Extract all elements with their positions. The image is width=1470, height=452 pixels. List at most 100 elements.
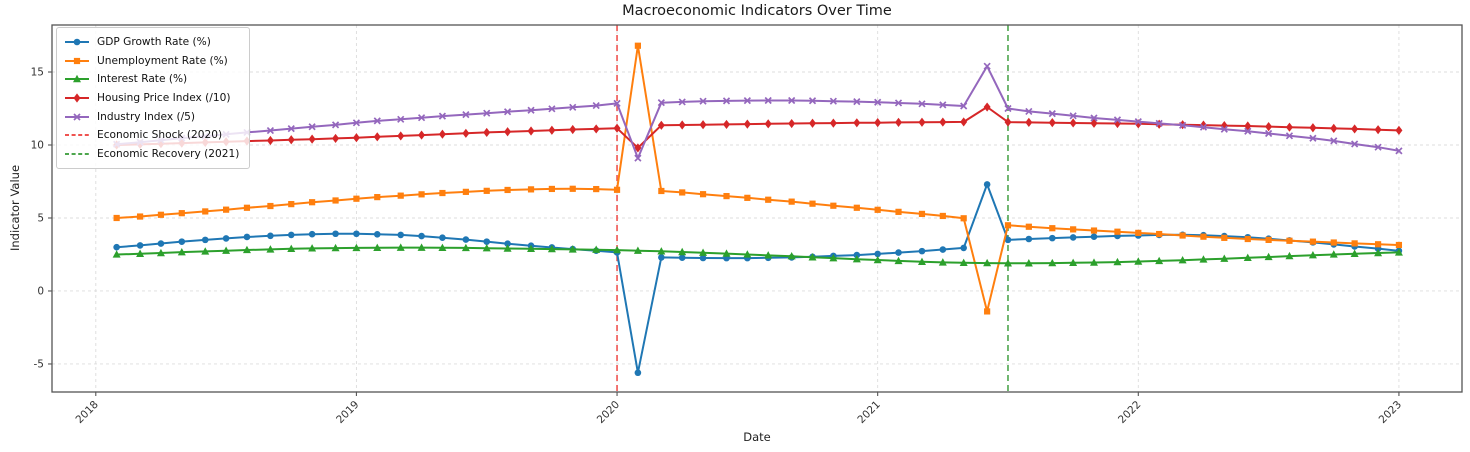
legend-marker <box>73 75 81 83</box>
data-point-marker <box>243 204 251 211</box>
data-point-marker <box>1114 228 1121 235</box>
x-tick-label: 2021 <box>855 399 882 426</box>
data-point-marker <box>1069 112 1077 120</box>
x-tick-label: 2019 <box>334 399 361 426</box>
data-point-marker <box>613 99 621 107</box>
data-point-marker <box>483 127 491 138</box>
legend-item-economic-recovery-2021: Economic Recovery (2021) <box>64 145 239 164</box>
data-point-marker <box>634 369 642 377</box>
series-interest-rate <box>112 243 1403 267</box>
legend-item-label: Economic Shock (2020) <box>97 129 223 142</box>
x-tick-label: 2020 <box>595 399 622 426</box>
data-point-marker <box>374 194 381 201</box>
data-point-marker <box>1090 118 1098 128</box>
legend-item-interest-rate: Interest Rate (%) <box>64 70 239 89</box>
data-point-marker <box>1070 226 1077 233</box>
data-point-marker <box>722 249 731 257</box>
data-point-marker <box>373 243 382 251</box>
data-point-marker <box>788 198 795 205</box>
data-point-marker <box>1113 116 1122 124</box>
data-point-marker <box>678 120 686 130</box>
legend-item-label: Interest Rate (%) <box>97 73 188 86</box>
data-point-marker <box>1179 232 1186 239</box>
data-point-marker <box>287 244 296 252</box>
data-point-marker <box>592 245 601 253</box>
data-point-marker <box>1025 117 1033 127</box>
data-point-marker <box>438 129 446 139</box>
data-point-marker <box>699 97 707 105</box>
data-point-marker <box>984 308 991 315</box>
data-point-marker <box>439 234 446 241</box>
data-point-marker <box>136 242 144 249</box>
data-point-marker <box>1221 234 1228 241</box>
legend-item-economic-shock-2020: Economic Shock (2020) <box>64 126 239 145</box>
data-point-marker <box>397 231 405 239</box>
data-point-marker <box>288 201 295 208</box>
data-point-marker <box>1090 114 1098 122</box>
data-point-marker <box>112 250 121 258</box>
data-point-marker <box>593 185 600 193</box>
data-point-marker <box>722 97 731 105</box>
data-point-marker <box>764 119 772 129</box>
series-line <box>116 183 1400 374</box>
data-point-marker <box>352 119 361 127</box>
data-point-marker <box>983 62 991 70</box>
data-point-marker <box>178 238 186 245</box>
data-point-marker <box>1155 119 1163 127</box>
legend-x-swatch <box>65 113 89 121</box>
data-point-marker <box>1264 252 1273 261</box>
data-point-marker <box>829 118 837 128</box>
data-point-marker <box>353 230 360 238</box>
legend-marker <box>73 113 81 121</box>
data-point-marker <box>853 204 860 211</box>
y-axis-label: Indicator Value <box>8 164 22 252</box>
x-tick-label: 2018 <box>74 399 101 426</box>
x-tick-label: 2022 <box>1116 399 1143 426</box>
data-point-marker <box>1285 122 1293 132</box>
data-point-marker <box>177 247 186 256</box>
data-point-marker <box>960 244 967 252</box>
data-point-marker <box>332 133 340 144</box>
data-point-marker <box>917 257 926 265</box>
data-point-marker <box>418 232 425 240</box>
data-point-marker <box>1090 233 1098 240</box>
data-point-marker <box>873 255 882 264</box>
data-point-marker <box>939 101 947 109</box>
data-point-marker <box>1286 237 1293 244</box>
data-point-marker <box>332 230 339 238</box>
data-point-marker <box>1004 104 1012 113</box>
data-point-marker <box>808 253 817 261</box>
data-point-marker <box>678 247 687 256</box>
data-point-marker <box>396 243 405 251</box>
legend-item-unemployment-rate: Unemployment Rate (%) <box>64 52 239 71</box>
plot-border <box>51 24 1463 393</box>
series-line <box>116 44 1399 313</box>
data-point-marker <box>373 117 381 125</box>
data-point-marker <box>874 118 882 128</box>
data-point-marker <box>222 235 230 242</box>
data-point-marker <box>438 243 447 251</box>
data-point-marker <box>983 102 991 112</box>
data-point-marker <box>809 200 816 207</box>
data-point-marker <box>1155 256 1164 265</box>
data-point-marker <box>1243 253 1252 262</box>
data-point-marker <box>548 185 555 193</box>
data-point-marker <box>874 206 881 213</box>
data-point-marker <box>352 243 361 252</box>
data-point-marker <box>852 254 861 263</box>
data-point-marker <box>613 123 621 133</box>
data-point-marker <box>527 244 536 252</box>
data-point-marker <box>527 106 535 114</box>
data-point-marker <box>308 134 316 144</box>
x-tick-label: 2023 <box>1377 399 1404 426</box>
data-point-marker <box>1134 257 1143 265</box>
data-point-marker <box>699 254 707 262</box>
data-point-marker <box>1350 249 1359 257</box>
data-point-marker <box>1330 239 1337 246</box>
data-point-marker <box>874 98 882 106</box>
data-point-marker <box>178 210 185 217</box>
data-point-marker <box>503 244 512 252</box>
chart-legend: GDP Growth Rate (%) Unemployment Rate (%)… <box>56 27 251 170</box>
data-point-marker <box>202 208 209 215</box>
data-point-marker <box>1025 107 1033 116</box>
